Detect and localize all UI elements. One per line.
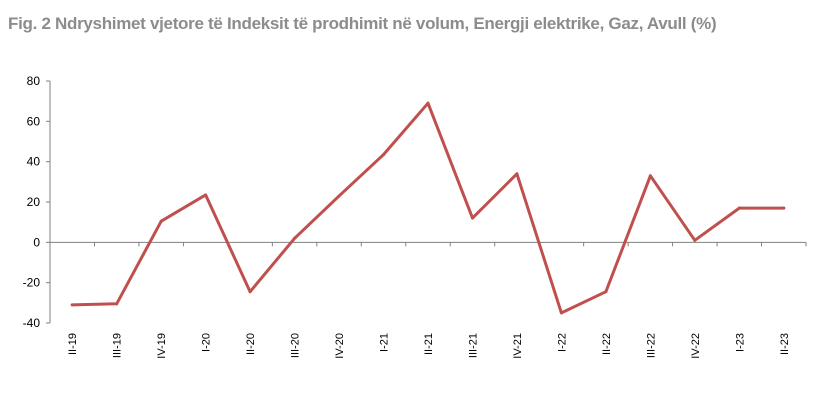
data-point: [426, 101, 430, 105]
y-tick-label: 40: [27, 155, 41, 169]
y-tick-label: 0: [33, 235, 40, 249]
x-tick-label: II-19: [67, 333, 79, 355]
x-axis-ticks: II-19 III-19 IV-19 I-20 II-20 III-20 IV-20 I-21…: [49, 242, 807, 359]
data-point: [204, 193, 208, 197]
chart-title: Fig. 2 Ndryshimet vjetore të Indeksit të…: [8, 14, 717, 33]
chart-axes: [49, 81, 806, 323]
x-tick-label: II-21: [423, 333, 435, 355]
x-tick-label: III-20: [290, 333, 302, 358]
y-tick-label: 20: [27, 195, 41, 209]
x-tick-label: III-19: [112, 333, 124, 358]
data-point: [648, 174, 652, 178]
y-tick-label: -40: [23, 316, 41, 330]
x-tick-label: IV-19: [156, 333, 168, 359]
x-tick-label: II-22: [601, 333, 613, 355]
x-tick-label: III-22: [645, 333, 657, 358]
x-tick-label: I-23: [734, 333, 746, 352]
x-tick-label: I-20: [201, 333, 213, 352]
x-tick-label: I-22: [556, 333, 568, 352]
x-tick-label: III-21: [467, 333, 479, 358]
data-point: [248, 290, 252, 294]
data-point: [559, 311, 563, 315]
data-point: [782, 206, 786, 210]
data-point: [70, 303, 74, 307]
data-point: [604, 290, 608, 294]
data-point: [159, 219, 163, 223]
x-tick-label: IV-21: [512, 333, 524, 359]
y-tick-label: -20: [23, 276, 41, 290]
series-line: [70, 101, 786, 315]
data-point: [693, 238, 697, 242]
data-point: [382, 153, 386, 157]
x-tick-label: IV-22: [690, 333, 702, 359]
data-point: [470, 216, 474, 220]
series-layer: [70, 101, 786, 315]
y-tick-label: 80: [27, 74, 41, 88]
data-point: [515, 172, 519, 176]
data-point: [293, 236, 297, 240]
x-tick-label: II-20: [245, 333, 257, 355]
y-axis-ticks: 80 60 40 20 0 -20 -40: [23, 74, 50, 330]
data-point: [115, 302, 119, 306]
x-tick-label: I-21: [379, 333, 391, 352]
x-tick-label: II-23: [779, 333, 791, 355]
data-point: [737, 206, 741, 210]
data-point: [337, 194, 341, 198]
y-tick-label: 60: [27, 114, 41, 128]
x-tick-label: IV-20: [334, 333, 346, 359]
